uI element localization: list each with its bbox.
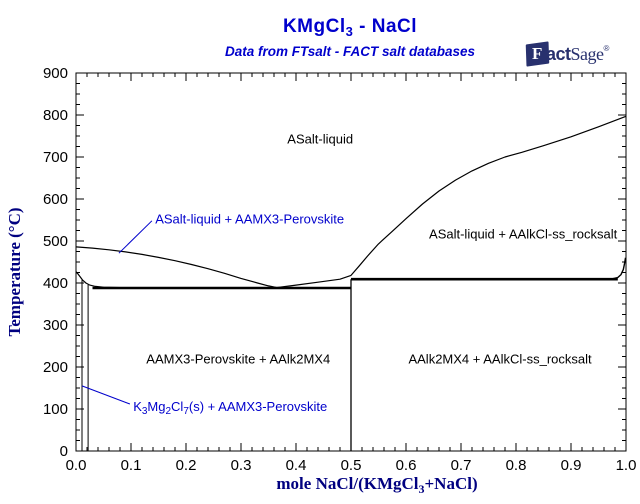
region-label: AAMX3-Perovskite + AAlk2MX4	[146, 351, 331, 367]
asalt-aamx3-annotation-leader-line	[118, 220, 153, 254]
y-tick-label: 500	[42, 233, 68, 250]
region-label: AAlk2MX4 + AAlkCl-ss_rocksalt	[408, 351, 592, 367]
x-tick-label: 0.5	[340, 457, 362, 474]
chart-title-subscript: 3	[345, 24, 354, 39]
x-axis-label-tail: +NaCl)	[424, 474, 478, 493]
k3mg2cl7-annotation: K3Mg2Cl7(s) + AAMX3-Perovskite	[133, 399, 327, 417]
x-axis-label: mole NaCl/(KMgCl3+NaCl)	[276, 474, 477, 497]
x-tick-label: 0.2	[175, 457, 197, 474]
y-tick-label: 900	[42, 65, 68, 82]
x-tick-label: 0.4	[285, 457, 307, 474]
registered-trademark-icon: ®	[603, 43, 610, 53]
x-tick-label: 0.9	[560, 457, 582, 474]
x-tick-label: 0.7	[450, 457, 472, 474]
x-axis-label-subscript: 3	[418, 482, 425, 496]
chart-subtitle: Data from FTsalt - FACT salt databases	[224, 44, 476, 59]
series-liquidus-left	[75, 246, 277, 289]
annotation-text: K	[133, 399, 142, 415]
y-axis-label: Temperature (°C)	[5, 207, 24, 337]
y-tick-label: 800	[42, 107, 68, 124]
annotation-subscript: 7	[183, 406, 189, 418]
annotation-subscript: 2	[165, 406, 172, 418]
chart-title-tail: - NaCl	[353, 16, 418, 37]
x-tick-label: 0.0	[65, 457, 87, 474]
region-label: ASalt-liquid	[287, 131, 354, 147]
annotation-text: Cl	[171, 399, 184, 415]
x-tick-label: 0.1	[120, 457, 142, 474]
annotation-text: ASalt-liquid + AAMX3-Perovskite	[155, 211, 345, 227]
y-tick-label: 0	[59, 443, 68, 460]
y-tick-label: 700	[42, 149, 68, 166]
y-tick-label: 100	[42, 401, 68, 418]
y-tick-label: 400	[42, 275, 68, 292]
factsage-logo-sage: Sage	[570, 43, 605, 64]
annotation-text: (s) + AAMX3-Perovskite	[188, 399, 328, 415]
region-label: ASalt-liquid + AAlkCl-ss_rocksalt	[429, 226, 618, 242]
annotation-text: Mg	[147, 399, 166, 415]
chart-title-main: KMgCl	[282, 16, 346, 37]
x-tick-label: 0.8	[505, 457, 527, 474]
x-tick-label: 1.0	[615, 457, 637, 474]
chart-title: KMgCl3 - NaCl	[283, 16, 417, 39]
x-tick-label: 0.6	[395, 457, 417, 474]
x-tick-label: 0.3	[230, 457, 252, 474]
y-tick-label: 200	[42, 359, 68, 376]
series-rocksalt-solvus	[612, 257, 627, 280]
y-tick-label: 600	[42, 191, 68, 208]
series-liquidus-right	[276, 115, 627, 289]
factsage-logo-act: act	[546, 43, 571, 64]
asalt-aamx3-annotation: ASalt-liquid + AAMX3-Perovskite	[155, 212, 344, 227]
x-axis-label-main: mole NaCl/(KMgCl	[276, 474, 419, 493]
annotation-subscript: 3	[141, 406, 148, 418]
k3mg2cl7-annotation-leader-line	[81, 385, 131, 405]
y-tick-label: 300	[42, 317, 68, 334]
